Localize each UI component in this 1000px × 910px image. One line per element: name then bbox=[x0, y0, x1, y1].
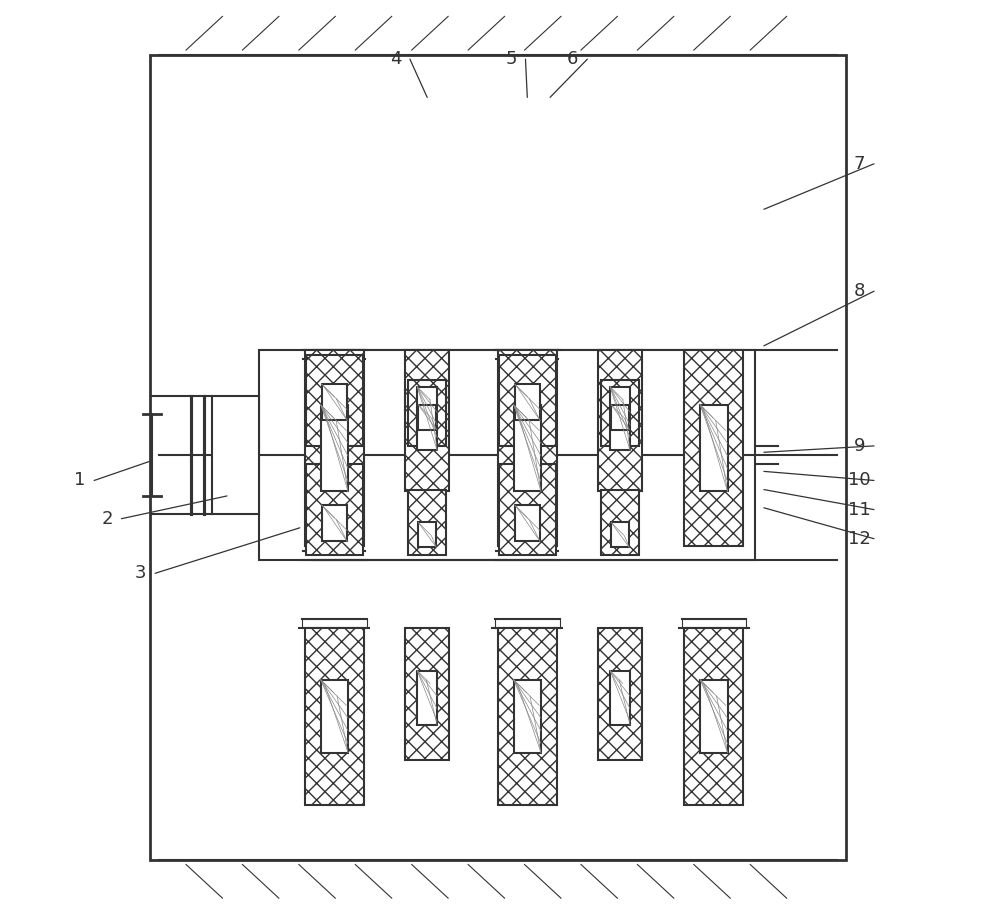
Bar bbox=[601, 490, 639, 555]
Bar bbox=[150, 55, 846, 860]
Bar bbox=[418, 405, 436, 430]
Bar bbox=[611, 405, 629, 430]
Text: 5: 5 bbox=[505, 50, 517, 68]
Bar bbox=[305, 628, 364, 805]
Bar bbox=[322, 384, 347, 420]
Text: 2: 2 bbox=[101, 510, 113, 528]
Bar bbox=[321, 405, 348, 491]
Text: 3: 3 bbox=[135, 564, 146, 582]
Text: 7: 7 bbox=[854, 155, 865, 173]
Text: 8: 8 bbox=[854, 282, 865, 300]
Bar bbox=[322, 505, 347, 541]
Bar bbox=[611, 522, 629, 547]
Bar bbox=[684, 628, 743, 805]
Bar bbox=[598, 628, 642, 760]
Bar bbox=[408, 490, 446, 555]
Bar bbox=[306, 355, 363, 446]
Bar bbox=[515, 505, 540, 541]
Bar bbox=[610, 671, 630, 725]
Bar bbox=[418, 522, 436, 547]
Bar bbox=[405, 350, 449, 491]
Text: 12: 12 bbox=[848, 530, 871, 548]
Bar bbox=[515, 384, 540, 420]
Bar bbox=[498, 628, 557, 805]
Bar bbox=[499, 355, 556, 446]
Bar bbox=[499, 464, 556, 555]
Bar bbox=[405, 628, 449, 760]
Text: 10: 10 bbox=[848, 471, 871, 490]
Bar bbox=[514, 405, 541, 491]
Bar bbox=[306, 464, 363, 555]
Text: 11: 11 bbox=[848, 501, 871, 519]
Text: 6: 6 bbox=[567, 50, 578, 68]
Bar bbox=[498, 350, 557, 546]
Bar bbox=[684, 350, 743, 546]
Bar bbox=[212, 396, 259, 514]
Bar bbox=[700, 680, 728, 753]
Bar bbox=[321, 680, 348, 753]
Text: 4: 4 bbox=[390, 50, 401, 68]
Bar bbox=[408, 380, 446, 446]
Text: 9: 9 bbox=[854, 437, 865, 455]
Bar bbox=[700, 405, 728, 491]
Bar bbox=[259, 350, 755, 560]
Bar bbox=[610, 387, 630, 450]
Bar bbox=[601, 380, 639, 446]
Bar bbox=[305, 350, 364, 546]
Text: 1: 1 bbox=[74, 471, 85, 490]
Bar bbox=[598, 350, 642, 491]
Bar bbox=[417, 671, 437, 725]
Bar bbox=[417, 387, 437, 450]
Bar bbox=[514, 680, 541, 753]
